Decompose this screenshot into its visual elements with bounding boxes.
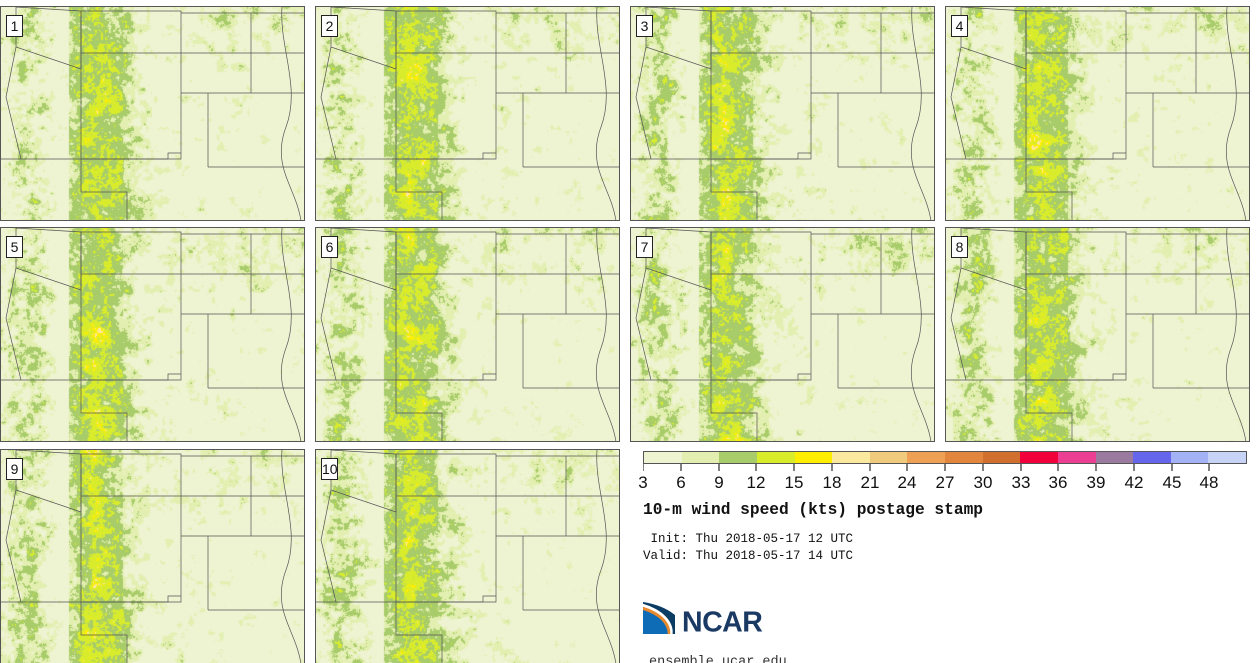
- svg-text:NCAR: NCAR: [682, 607, 762, 639]
